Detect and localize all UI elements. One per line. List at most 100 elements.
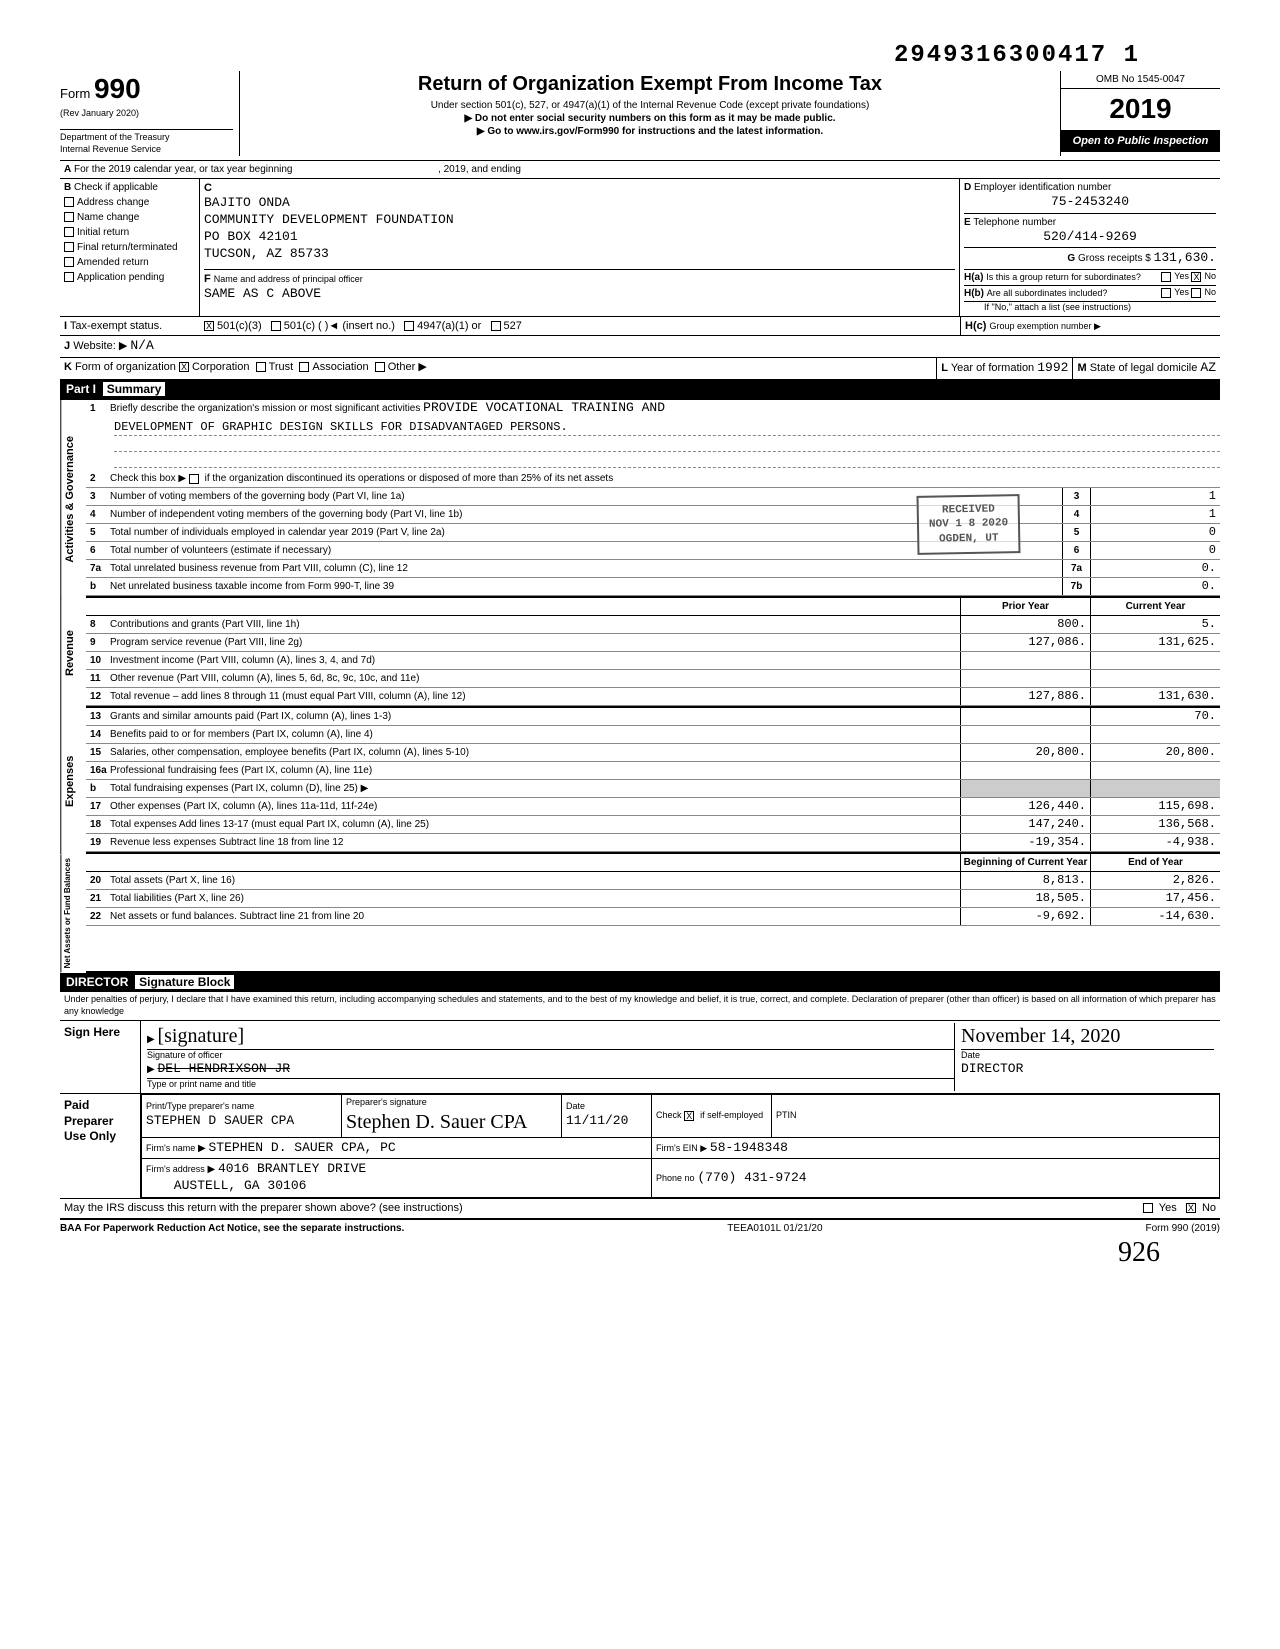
initial-label: Initial return (77, 226, 129, 239)
form-title: Return of Organization Exempt From Incom… (250, 71, 1050, 97)
line15: Salaries, other compensation, employee b… (110, 746, 960, 759)
c18: 136,568. (1090, 816, 1220, 833)
f-label: Name and address of principal officer (214, 274, 363, 284)
line20: Total assets (Part X, line 16) (110, 874, 960, 887)
hb-note: If "No," attach a list (see instructions… (964, 302, 1216, 314)
org-addr-1: PO BOX 42101 (204, 229, 955, 246)
line1-blank1 (114, 438, 1220, 452)
line18: Total expenses Add lines 13-17 (must equ… (110, 818, 960, 831)
checkbox-4947[interactable] (404, 321, 414, 331)
insert-no: )◄ (insert no.) (325, 320, 395, 332)
checkbox-self[interactable]: X (684, 1111, 694, 1121)
checkbox-other[interactable] (375, 362, 385, 372)
checkbox-assoc[interactable] (299, 362, 309, 372)
other-label: Other ▶ (388, 361, 427, 373)
sig-date: November 14, 2020 (961, 1023, 1214, 1049)
checkbox-initial[interactable] (64, 227, 74, 237)
checkbox-apppending[interactable] (64, 272, 74, 282)
c16b (1090, 780, 1220, 797)
line2-a: Check this box ▶ (110, 473, 186, 484)
ptin-label: PTIN (776, 1110, 1215, 1122)
part1-title: Part I (66, 382, 96, 396)
perjury-text: Under penalties of perjury, I declare th… (60, 992, 1220, 1020)
p10 (960, 652, 1090, 669)
b22: -9,692. (960, 908, 1090, 925)
year-formation-label: Year of formation (951, 362, 1034, 374)
assoc-label: Association (312, 361, 368, 373)
arrow-note-2: ▶ Go to www.irs.gov/Form990 for instruct… (250, 125, 1050, 138)
domicile-label: State of legal domicile (1090, 362, 1198, 374)
c10 (1090, 652, 1220, 669)
stamp-ogden: OGDEN, UT (929, 531, 1008, 547)
label-hb: H(b) (964, 288, 984, 299)
line13: Grants and similar amounts paid (Part IX… (110, 710, 960, 723)
officer-name: DEL HENDRIXSON JR (157, 1061, 290, 1076)
val7a: 0. (1090, 560, 1220, 577)
checkbox-trust[interactable] (256, 362, 266, 372)
open-to-public: Open to Public Inspection (1061, 130, 1220, 152)
checkbox-may-yes[interactable] (1143, 1203, 1153, 1213)
dln-number: 2949316300417 1 (60, 40, 1140, 71)
val3: 1 (1090, 488, 1220, 505)
dept-treasury: Department of the Treasury (60, 129, 233, 144)
checkbox-501c3[interactable]: X (204, 321, 214, 331)
org-name-2: COMMUNITY DEVELOPMENT FOUNDATION (204, 212, 955, 229)
firmein-label: Firm's EIN ▶ (656, 1143, 707, 1153)
gross-value: 131,630. (1154, 250, 1216, 265)
label-e: E (964, 217, 971, 228)
label-a: A (64, 164, 71, 175)
yes-2: Yes (1174, 287, 1189, 297)
opt-4947: 4947(a)(1) or (417, 320, 481, 332)
checkbox-501c[interactable] (271, 321, 281, 331)
line14: Benefits paid to or for members (Part IX… (110, 728, 960, 741)
line12: Total revenue – add lines 8 through 11 (… (110, 690, 960, 703)
form-header: Form 990 (Rev January 2020) Department o… (60, 71, 1220, 160)
checkbox-amended[interactable] (64, 257, 74, 267)
checkbox-hb-no[interactable] (1191, 288, 1201, 298)
no-2: No (1204, 287, 1216, 297)
prepdate: 11/11/20 (566, 1113, 647, 1130)
b21: 18,505. (960, 890, 1090, 907)
checkbox-527[interactable] (491, 321, 501, 331)
row-i: I Tax-exempt status. X501(c)(3) 501(c) (… (60, 317, 1220, 336)
checkbox-line2[interactable] (189, 474, 199, 484)
part2-subtitle: Signature Block (135, 975, 234, 989)
irs-label: Internal Revenue Service (60, 144, 233, 156)
tax-year: 2019 (1061, 89, 1220, 129)
label-d: D (964, 182, 971, 193)
org-name-1: BAJITO ONDA (204, 195, 955, 212)
side-netassets: Net Assets or Fund Balances (60, 854, 75, 972)
p18: 147,240. (960, 816, 1090, 833)
revision: (Rev January 2020) (60, 108, 233, 120)
part1-header: Part I Summary (60, 380, 1220, 400)
checkbox-corp[interactable]: X (179, 362, 189, 372)
org-addr-2: TUCSON, AZ 85733 (204, 246, 955, 263)
year-formation-value: 1992 (1037, 360, 1068, 375)
val4: 1 (1090, 506, 1220, 523)
line17: Other expenses (Part IX, column (A), lin… (110, 800, 960, 813)
namechange-label: Name change (77, 211, 139, 224)
line19: Revenue less expenses Subtract line 18 f… (110, 836, 960, 849)
b20: 8,813. (960, 872, 1090, 889)
checkbox-namechange[interactable] (64, 212, 74, 222)
c13: 70. (1090, 708, 1220, 725)
line11: Other revenue (Part VIII, column (A), li… (110, 672, 960, 685)
row-a: A For the 2019 calendar year, or tax yea… (60, 161, 1220, 179)
row-j: J Website: ▶ N/A (60, 336, 1220, 358)
self-label: if self-employed (700, 1110, 763, 1120)
p9: 127,086. (960, 634, 1090, 651)
c17: 115,698. (1090, 798, 1220, 815)
may-discuss-row: May the IRS discuss this return with the… (60, 1199, 1220, 1218)
checkbox-ha-no[interactable]: X (1191, 272, 1201, 282)
checkbox-hb-yes[interactable] (1161, 288, 1171, 298)
phoneno: (770) 431-9724 (697, 1170, 806, 1185)
c8: 5. (1090, 616, 1220, 633)
checkbox-may-no[interactable]: X (1186, 1203, 1196, 1213)
checkbox-addrchange[interactable] (64, 197, 74, 207)
firmname-label: Firm's name (146, 1143, 195, 1153)
p16a (960, 762, 1090, 779)
checkbox-final[interactable] (64, 242, 74, 252)
side-revenue: Revenue (60, 598, 79, 708)
line16b: Total fundraising expenses (Part IX, col… (110, 782, 960, 795)
checkbox-ha-yes[interactable] (1161, 272, 1171, 282)
